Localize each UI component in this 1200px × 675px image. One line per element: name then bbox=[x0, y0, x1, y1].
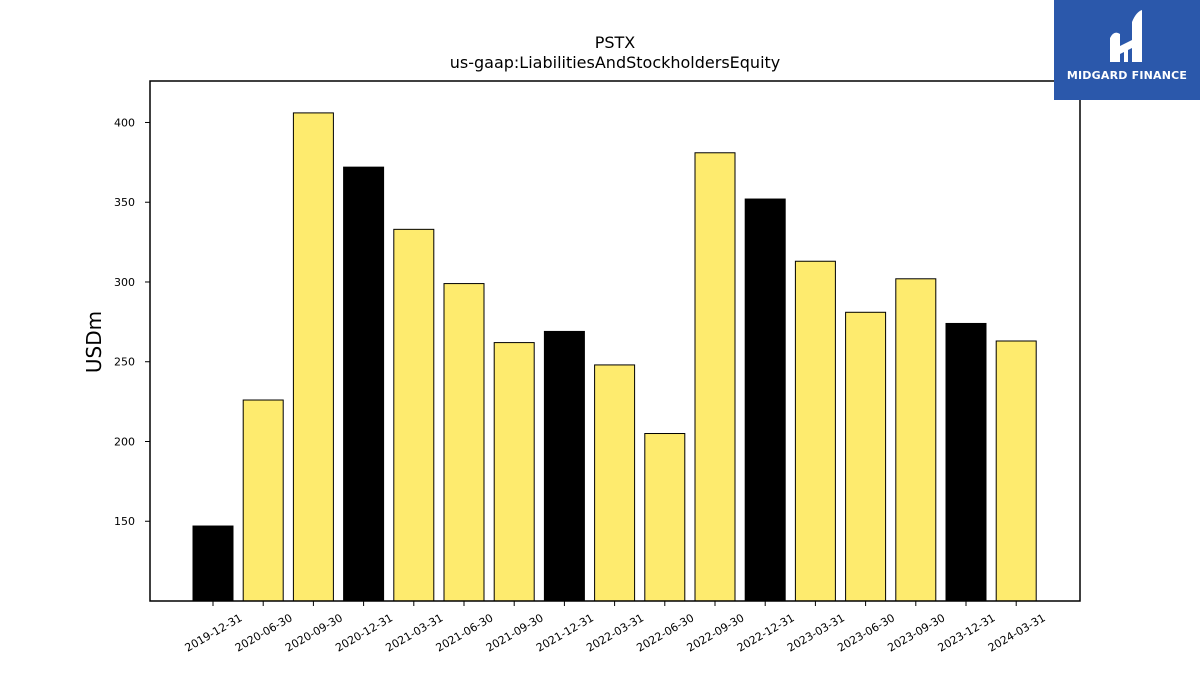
y-tick-label: 400 bbox=[114, 116, 135, 129]
x-axis-ticks: 2019-12-312020-06-302020-09-302020-12-31… bbox=[183, 601, 1048, 655]
bar-2022-12-31 bbox=[744, 198, 786, 602]
bar-2021-09-30 bbox=[493, 342, 535, 602]
bar-2021-03-31 bbox=[393, 228, 435, 602]
bar-2021-06-30 bbox=[443, 283, 485, 602]
bar-2020-12-31 bbox=[343, 166, 385, 602]
y-axis-ticks: 150 200 250 300 350 400 bbox=[114, 116, 150, 528]
bar-2023-03-31 bbox=[794, 260, 836, 602]
bar-2024-03-31 bbox=[995, 340, 1037, 602]
bar-2022-06-30 bbox=[644, 433, 686, 602]
bar-2020-09-30 bbox=[292, 112, 334, 602]
logo-text: MIDGARD FINANCE bbox=[1066, 69, 1188, 82]
bar-2020-06-30 bbox=[242, 399, 284, 602]
logo: MIDGARD FINANCE bbox=[1054, 0, 1200, 100]
y-axis-label: USDm bbox=[82, 310, 106, 374]
x-tick-label: 2024-03-31 bbox=[986, 611, 1048, 654]
y-tick-label: 250 bbox=[114, 356, 135, 369]
y-tick-label: 300 bbox=[114, 276, 135, 289]
bar-2023-09-30 bbox=[895, 278, 937, 602]
bars-group bbox=[192, 112, 1037, 602]
y-tick-label: 150 bbox=[114, 515, 135, 528]
chart-subtitle: us-gaap:LiabilitiesAndStockholdersEquity bbox=[449, 53, 781, 72]
bar-2022-09-30 bbox=[694, 152, 736, 602]
chart-title: PSTX bbox=[594, 33, 636, 52]
bar-2022-03-31 bbox=[594, 364, 636, 602]
bar-2021-12-31 bbox=[543, 330, 585, 602]
y-tick-label: 200 bbox=[114, 435, 135, 448]
plot-frame bbox=[149, 80, 1081, 602]
bar-2023-06-30 bbox=[845, 311, 887, 602]
y-tick-label: 350 bbox=[114, 196, 135, 209]
logo-mark-icon bbox=[1110, 10, 1142, 62]
bar-2019-12-31 bbox=[192, 525, 234, 602]
bar-2023-12-31 bbox=[945, 322, 987, 602]
